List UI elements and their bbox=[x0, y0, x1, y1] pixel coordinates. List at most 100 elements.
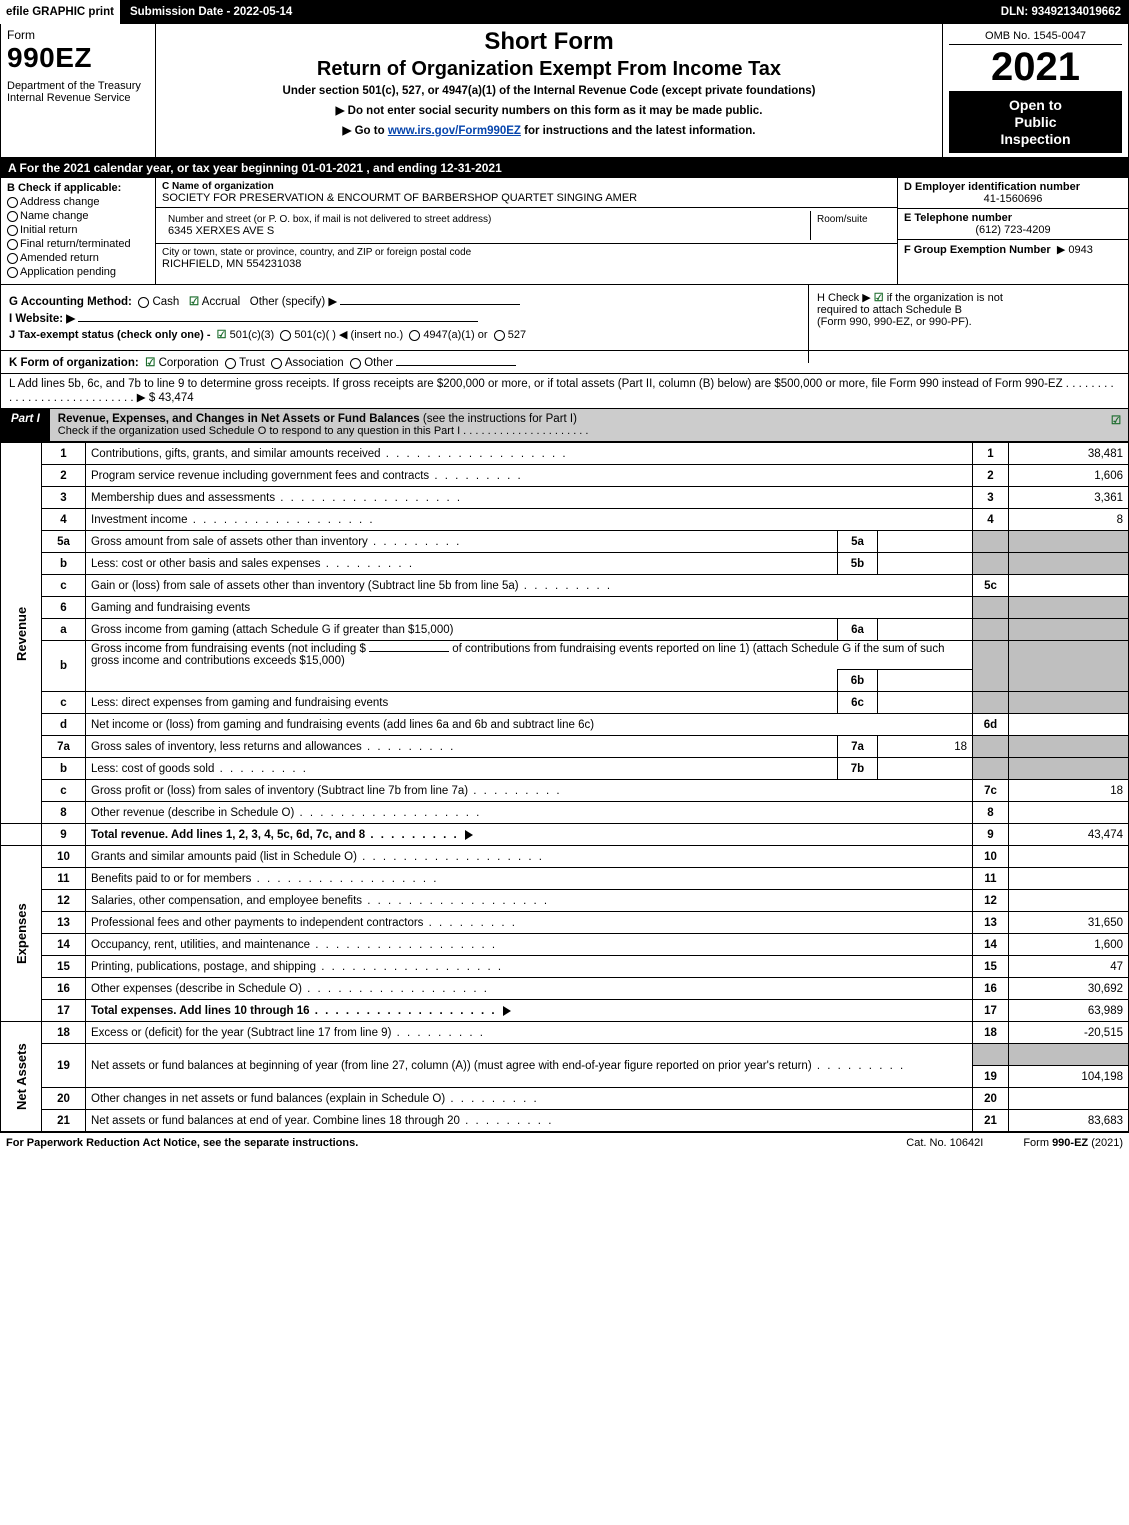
line-5c: c Gain or (loss) from sale of assets oth… bbox=[1, 575, 1129, 597]
line-6b-value bbox=[878, 670, 973, 692]
k-corp-check-icon: ☑ bbox=[145, 357, 155, 369]
irs-link[interactable]: www.irs.gov/Form990EZ bbox=[388, 125, 521, 137]
g-accounting-method: G Accounting Method: Cash ☑ Accrual Othe… bbox=[9, 294, 793, 308]
open-line: Open to bbox=[953, 97, 1118, 114]
page-footer: For Paperwork Reduction Act Notice, see … bbox=[0, 1132, 1129, 1153]
line-1: Revenue 1 Contributions, gifts, grants, … bbox=[1, 443, 1129, 465]
arrow2-post: for instructions and the latest informat… bbox=[521, 125, 756, 137]
line-6: 6 Gaming and fundraising events bbox=[1, 597, 1129, 619]
addr-label: Number and street (or P. O. box, if mail… bbox=[168, 214, 804, 225]
line-19-value: 104,198 bbox=[1009, 1066, 1129, 1088]
footer-catalog: Cat. No. 10642I bbox=[906, 1137, 983, 1149]
c-name-block: C Name of organization SOCIETY FOR PRESE… bbox=[156, 178, 897, 208]
org-name: SOCIETY FOR PRESERVATION & ENCOURMT OF B… bbox=[162, 192, 891, 204]
line-6d-value bbox=[1009, 714, 1129, 736]
h-schedule-b: H Check ▶ ☑ if the organization is not r… bbox=[808, 285, 1128, 363]
line-14-value: 1,600 bbox=[1009, 934, 1129, 956]
line-7b-value bbox=[878, 758, 973, 780]
line-5c-value bbox=[1009, 575, 1129, 597]
d-ein-block: D Employer identification number 41-1560… bbox=[898, 178, 1128, 209]
i-website: I Website: ▶ bbox=[9, 311, 793, 325]
g-other-input[interactable] bbox=[340, 304, 520, 305]
form-number: 990EZ bbox=[7, 42, 149, 74]
revenue-side-label: Revenue bbox=[1, 443, 42, 824]
line-8-value bbox=[1009, 802, 1129, 824]
header-left: Form 990EZ Department of the Treasury In… bbox=[1, 24, 156, 157]
arrow-line-1: ▶ Do not enter social security numbers o… bbox=[162, 103, 936, 117]
department-label: Department of the Treasury Internal Reve… bbox=[7, 80, 149, 104]
line-16-value: 30,692 bbox=[1009, 978, 1129, 1000]
j-501c3-check-icon: ☑ bbox=[217, 329, 227, 341]
net-assets-side-label: Net Assets bbox=[1, 1022, 42, 1132]
line-6b-2: 6b bbox=[1, 670, 1129, 692]
j-501c-radio[interactable] bbox=[280, 330, 291, 341]
section-bcdef: B Check if applicable: Address change Na… bbox=[0, 178, 1129, 285]
check-name-change[interactable]: Name change bbox=[7, 210, 149, 222]
k-other-radio[interactable] bbox=[350, 358, 361, 369]
line-13-value: 31,650 bbox=[1009, 912, 1129, 934]
line-8: 8 Other revenue (describe in Schedule O)… bbox=[1, 802, 1129, 824]
c-addr-block: Number and street (or P. O. box, if mail… bbox=[156, 208, 897, 244]
line-1-value: 38,481 bbox=[1009, 443, 1129, 465]
part-i-schedule-o-check[interactable]: ☑ bbox=[1104, 409, 1128, 441]
group-exemption-value: 0943 bbox=[1068, 244, 1092, 256]
line-13: 13 Professional fees and other payments … bbox=[1, 912, 1129, 934]
header-right: OMB No. 1545-0047 2021 Open to Public In… bbox=[943, 24, 1128, 157]
line-2: 2 Program service revenue including gove… bbox=[1, 465, 1129, 487]
phone-value: (612) 723-4209 bbox=[904, 224, 1122, 236]
submission-date: Submission Date - 2022-05-14 bbox=[120, 0, 302, 24]
line-17: 17 Total expenses. Add lines 10 through … bbox=[1, 1000, 1129, 1022]
line-6a: a Gross income from gaming (attach Sched… bbox=[1, 619, 1129, 641]
line-7c: c Gross profit or (loss) from sales of i… bbox=[1, 780, 1129, 802]
line-3: 3 Membership dues and assessments 3 3,36… bbox=[1, 487, 1129, 509]
ein-value: 41-1560696 bbox=[904, 193, 1122, 205]
line-7a: 7a Gross sales of inventory, less return… bbox=[1, 736, 1129, 758]
k-other-input[interactable] bbox=[396, 365, 516, 366]
part-i-header: Part I Revenue, Expenses, and Changes in… bbox=[0, 409, 1129, 442]
k-assoc-radio[interactable] bbox=[271, 358, 282, 369]
line-3-value: 3,361 bbox=[1009, 487, 1129, 509]
line-17-value: 63,989 bbox=[1009, 1000, 1129, 1022]
col-c-org-info: C Name of organization SOCIETY FOR PRESE… bbox=[156, 178, 898, 284]
check-final-return[interactable]: Final return/terminated bbox=[7, 238, 149, 250]
check-initial-return[interactable]: Initial return bbox=[7, 224, 149, 236]
line-4: 4 Investment income 4 8 bbox=[1, 509, 1129, 531]
g-cash-radio[interactable] bbox=[138, 297, 149, 308]
e-header: E Telephone number bbox=[904, 212, 1122, 224]
website-input[interactable] bbox=[78, 321, 478, 322]
omb-number: OMB No. 1545-0047 bbox=[949, 28, 1122, 45]
j-527-radio[interactable] bbox=[494, 330, 505, 341]
header-mid: Short Form Return of Organization Exempt… bbox=[156, 24, 943, 157]
arrow-icon bbox=[503, 1006, 511, 1016]
k-trust-radio[interactable] bbox=[225, 358, 236, 369]
line-6a-value bbox=[878, 619, 973, 641]
expenses-side-label: Expenses bbox=[1, 846, 42, 1022]
check-amended-return[interactable]: Amended return bbox=[7, 252, 149, 264]
dln-label: DLN: 93492134019662 bbox=[993, 0, 1129, 24]
line-7a-value: 18 bbox=[878, 736, 973, 758]
check-address-change[interactable]: Address change bbox=[7, 196, 149, 208]
check-application-pending[interactable]: Application pending bbox=[7, 266, 149, 278]
tax-year: 2021 bbox=[949, 47, 1122, 87]
line-5b: b Less: cost or other basis and sales ex… bbox=[1, 553, 1129, 575]
line-2-value: 1,606 bbox=[1009, 465, 1129, 487]
l-gross-receipts: L Add lines 5b, 6c, and 7b to line 9 to … bbox=[0, 374, 1129, 409]
c-city-block: City or town, state or province, country… bbox=[156, 244, 897, 273]
line-5a: 5a Gross amount from sale of assets othe… bbox=[1, 531, 1129, 553]
line-10: Expenses 10 Grants and similar amounts p… bbox=[1, 846, 1129, 868]
footer-left: For Paperwork Reduction Act Notice, see … bbox=[6, 1137, 358, 1149]
line-6c: c Less: direct expenses from gaming and … bbox=[1, 692, 1129, 714]
j-tax-exempt: J Tax-exempt status (check only one) - ☑… bbox=[9, 328, 793, 341]
line-9-value: 43,474 bbox=[1009, 824, 1129, 846]
j-4947-radio[interactable] bbox=[409, 330, 420, 341]
line-20: 20 Other changes in net assets or fund b… bbox=[1, 1088, 1129, 1110]
f-arrow: ▶ bbox=[1057, 244, 1065, 256]
part-i-table: Revenue 1 Contributions, gifts, grants, … bbox=[0, 442, 1129, 1132]
arrow-icon bbox=[465, 830, 473, 840]
line-9: 9 Total revenue. Add lines 1, 2, 3, 4, 5… bbox=[1, 824, 1129, 846]
c-name-label: C Name of organization bbox=[162, 181, 891, 192]
line-6b-amount-input[interactable] bbox=[369, 651, 449, 652]
arrow2-pre: ▶ Go to bbox=[343, 125, 388, 137]
line-5a-value bbox=[878, 531, 973, 553]
line-5b-value bbox=[878, 553, 973, 575]
